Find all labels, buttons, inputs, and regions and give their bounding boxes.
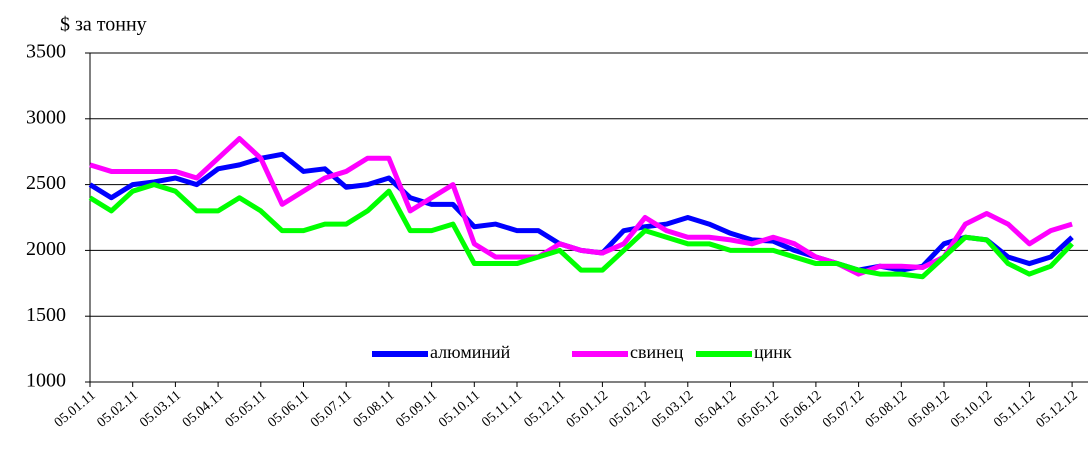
x-tick-label: 05.11.11 (479, 388, 525, 430)
x-tick-label: 05.01.11 (52, 388, 99, 431)
x-tick-label: 05.04.11 (180, 388, 227, 431)
x-tick-label: 05.06.11 (265, 388, 312, 431)
legend-label: свинец (630, 342, 684, 362)
y-tick-label: 2000 (26, 238, 66, 260)
x-tick-label: 05.08.11 (351, 388, 398, 431)
x-tick-label: 05.10.11 (436, 388, 483, 431)
legend-label: алюминий (430, 342, 511, 362)
x-tick-label: 05.03.12 (649, 388, 696, 431)
x-tick-label: 05.10.12 (948, 388, 995, 431)
x-tick-label: 05.07.12 (820, 388, 867, 431)
line-series (88, 182, 1074, 280)
y-axis-label: $ за тонну (60, 14, 147, 36)
x-tick-label: 05.05.11 (223, 388, 270, 431)
x-tick-label: 05.08.12 (863, 388, 910, 431)
x-tick-label: 05.11.12 (991, 388, 1038, 431)
legend-label: цинк (754, 342, 792, 362)
y-tick-label: 2500 (26, 172, 66, 194)
line-series (89, 136, 1073, 277)
y-tick-label: 3500 (26, 41, 66, 63)
x-tick-label: 05.06.12 (777, 388, 824, 431)
x-tick-label: 05.01.12 (564, 388, 611, 431)
x-tick-label: 05.05.12 (735, 388, 782, 431)
x-tick-label: 05.03.11 (137, 388, 184, 431)
y-tick-label: 1500 (26, 304, 66, 326)
y-tick-label: 1000 (26, 370, 66, 392)
y-tick-label: 3000 (26, 106, 66, 128)
x-tick-label: 05.09.12 (905, 388, 952, 431)
x-tick-label: 05.12.12 (1034, 388, 1081, 431)
x-tick-label: 05.04.12 (692, 388, 739, 431)
x-tick-label: 05.02.12 (607, 388, 654, 431)
x-tick-label: 05.07.11 (308, 388, 355, 431)
x-tick-label: 05.12.11 (522, 388, 569, 431)
x-tick-label: 05.09.11 (393, 388, 440, 431)
x-tick-label: 05.02.11 (95, 388, 142, 431)
